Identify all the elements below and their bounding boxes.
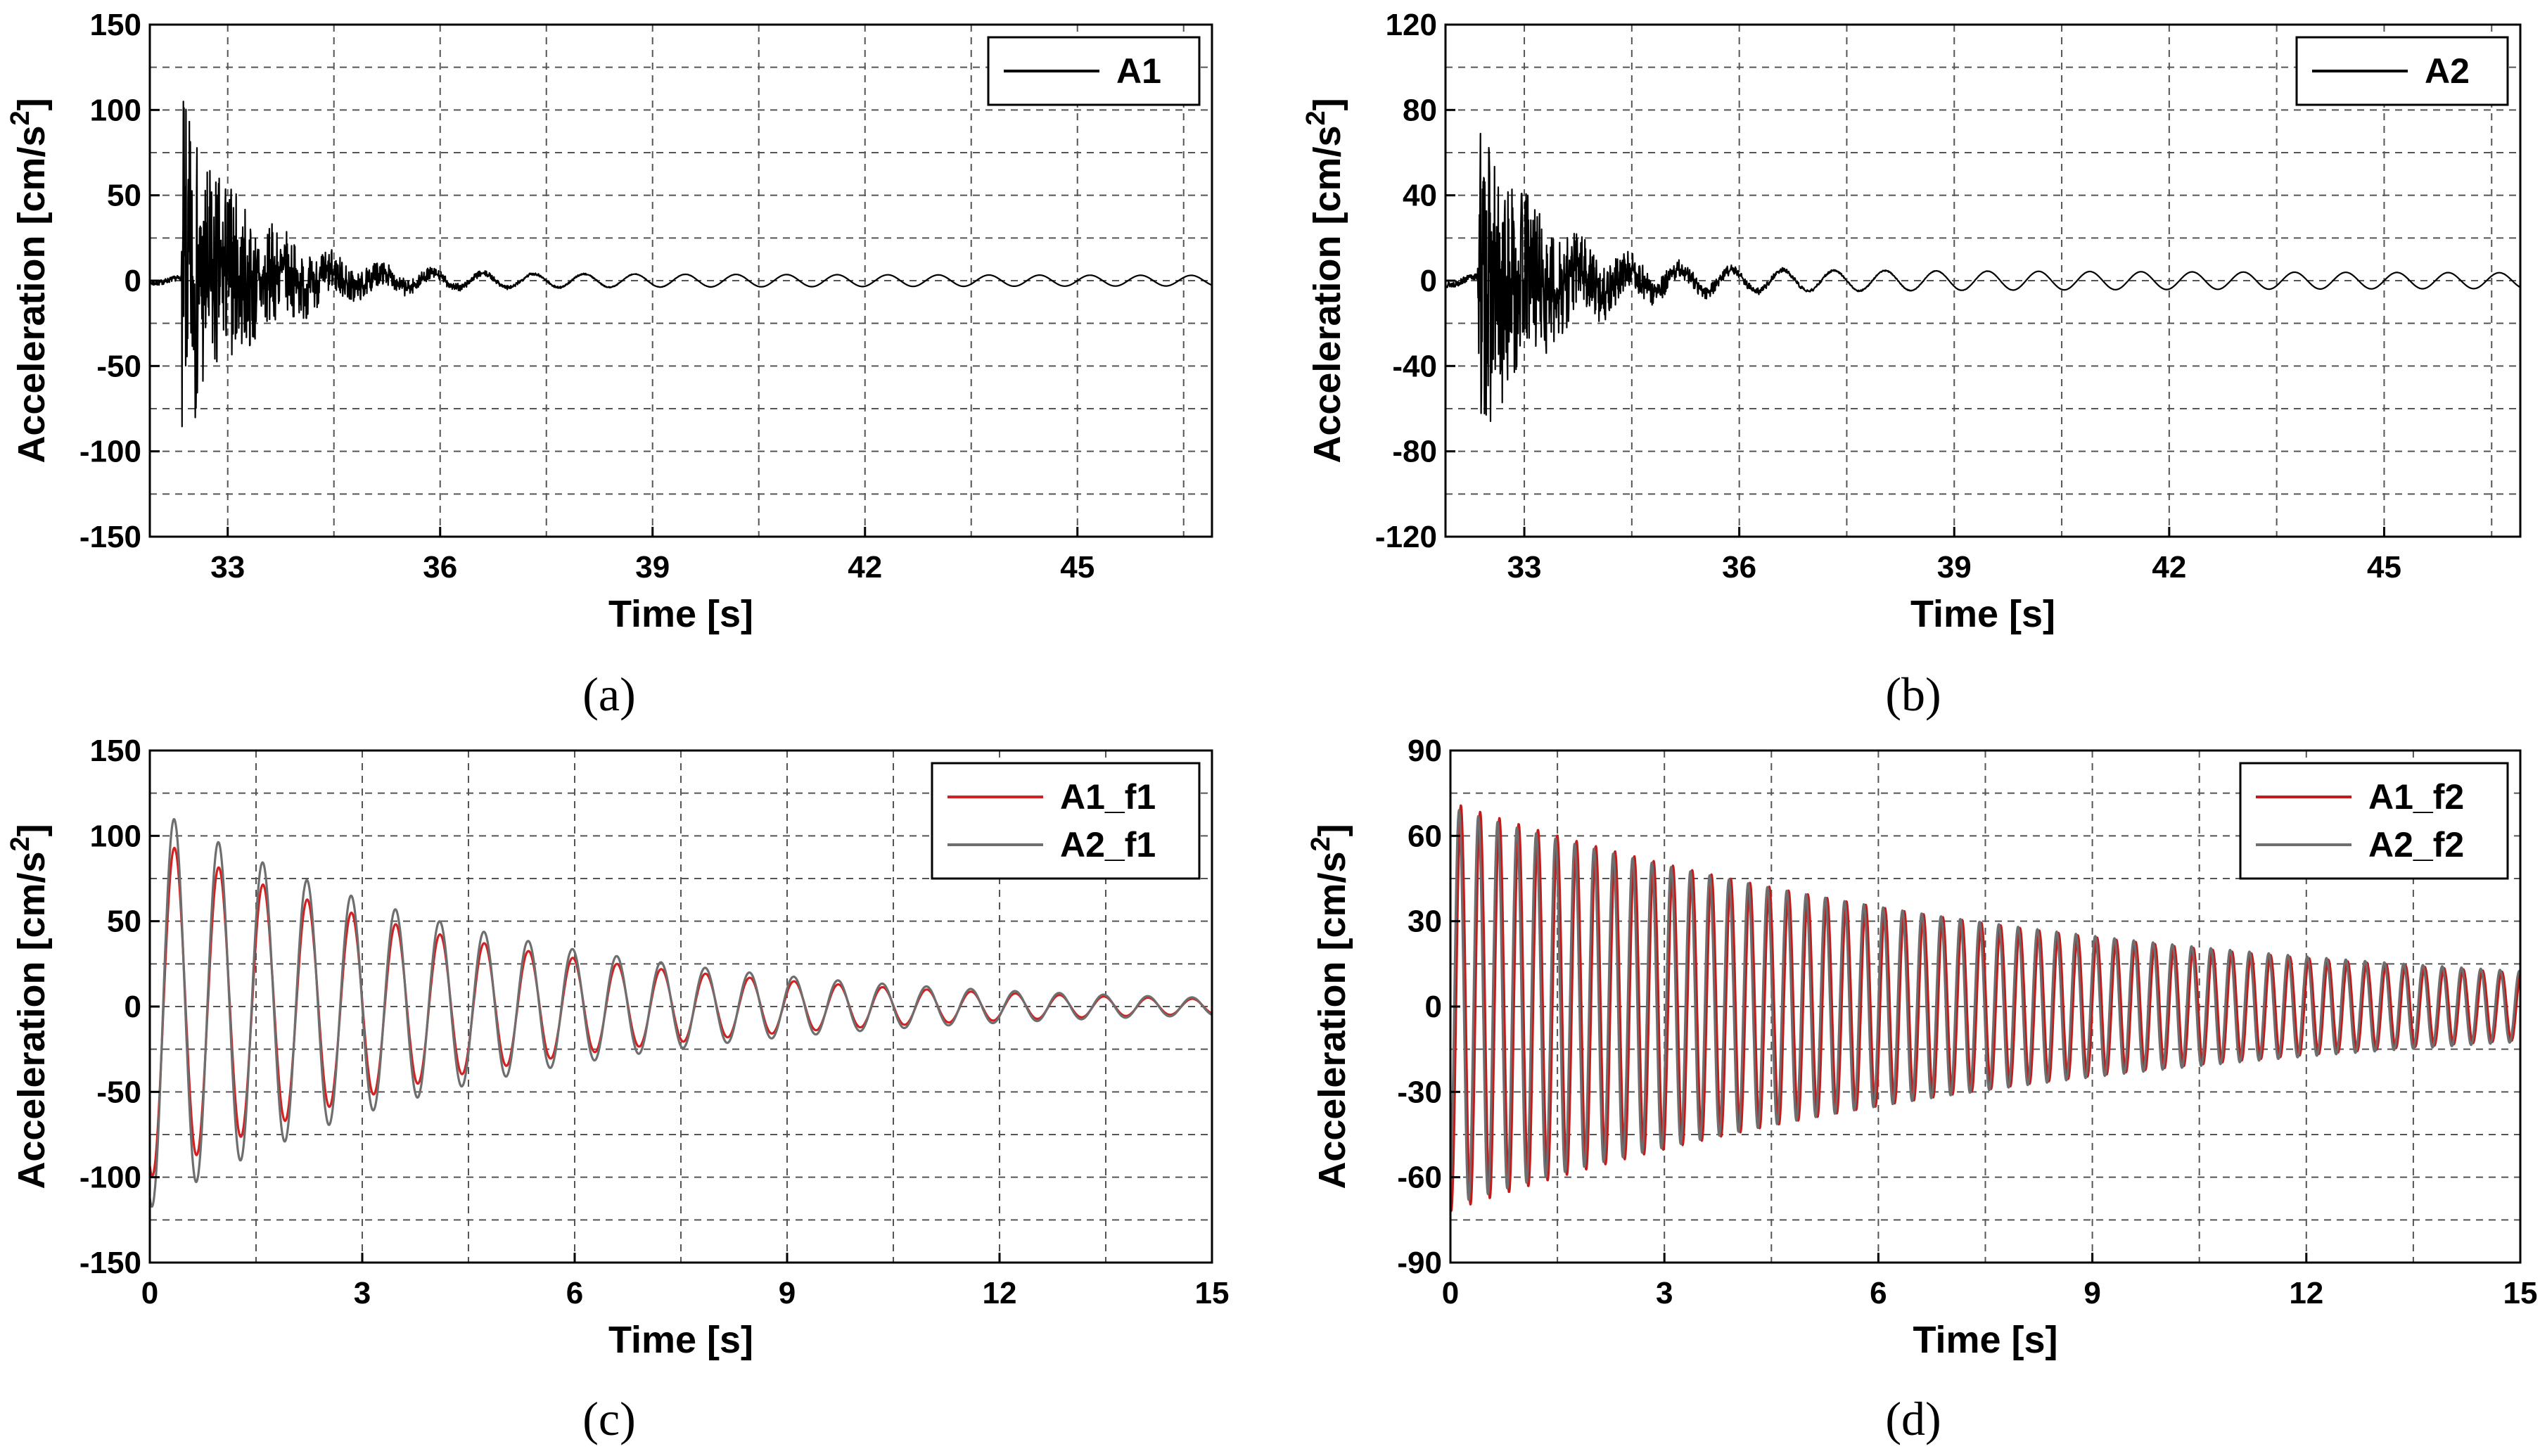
y-tick-label: -150 [79, 520, 141, 554]
y-tick-label: 90 [1408, 734, 1442, 768]
x-tick-label: 3 [354, 1276, 371, 1310]
y-tick-label: 120 [1386, 8, 1437, 42]
legend-entry-label: A1_f2 [2368, 777, 2464, 817]
legend-entry-label: A1 [1116, 51, 1161, 91]
y-tick-label: 0 [1420, 264, 1437, 298]
legend-entry-label: A2 [2425, 51, 2470, 91]
panel-caption: (b) [1885, 668, 1941, 721]
x-tick-label: 39 [635, 550, 670, 585]
legend-d: A1_f2 A2_f2 [2239, 762, 2509, 880]
chart-b: 33 36 39 42 45 -120 -80 -40 0 40 80 120 Time [s] Acce… [1301, 8, 2522, 721]
y-tick-label: 60 [1408, 819, 1442, 853]
series-line-a2-f1 [150, 818, 1212, 1208]
y-tick-label: 0 [125, 264, 141, 298]
y-tick-label: -100 [79, 435, 141, 469]
y-axis-label: Acceleration [cm/s2] [6, 824, 53, 1189]
y-axis-label: Acceleration [cm/s2] [1306, 824, 1353, 1189]
x-tick-label: 9 [779, 1276, 796, 1310]
series-line-a2-f2 [1450, 809, 2520, 1201]
y-tick-label: -120 [1375, 520, 1437, 554]
y-tick-label: 100 [90, 93, 141, 127]
x-tick-label: 42 [848, 550, 882, 585]
x-axis-label: Time [s] [1913, 1319, 2057, 1361]
x-axis-label: Time [s] [1910, 593, 2055, 635]
chart-a: 33 36 39 42 45 -150 -100 -50 0 50 100 150 Time [s] Ac… [6, 8, 1213, 721]
x-tick-label: 42 [2152, 550, 2186, 585]
series-line-a2 [1445, 132, 2520, 422]
x-tick-label: 36 [1722, 550, 1756, 585]
y-tick-label: -150 [79, 1246, 141, 1280]
x-tick-label: 45 [2367, 550, 2401, 585]
y-tick-label: -90 [1397, 1246, 1442, 1280]
y-axis-label: Acceleration [cm/s2] [1301, 98, 1348, 463]
x-tick-label: 12 [983, 1276, 1017, 1310]
x-tick-label: 39 [1937, 550, 1972, 585]
legend-a: A1 [987, 36, 1201, 106]
y-tick-label: -50 [96, 349, 141, 383]
x-tick-label: 9 [2083, 1276, 2100, 1310]
x-tick-label: 6 [1870, 1276, 1887, 1310]
legend-b: A2 [2295, 36, 2509, 106]
y-tick-label: 0 [1425, 990, 1442, 1024]
x-axis-label: Time [s] [608, 593, 753, 635]
series-line-a1-f1 [150, 846, 1212, 1177]
y-tick-label: 150 [90, 8, 141, 42]
x-tick-label: 36 [423, 550, 457, 585]
x-tick-label: 15 [2503, 1276, 2538, 1310]
legend-entry-label: A2_f1 [1060, 825, 1156, 864]
panel-caption: (d) [1885, 1392, 1941, 1445]
y-axis-label: Acceleration [cm/s2] [6, 98, 53, 463]
y-tick-label: -50 [96, 1075, 141, 1109]
y-tick-label: 40 [1403, 179, 1437, 213]
x-tick-label: 12 [2289, 1276, 2323, 1310]
x-tick-label: 0 [141, 1276, 158, 1310]
legend-entry-label: A1_f1 [1060, 777, 1156, 817]
chart-d: 0 3 6 9 12 15 -90 -60 -30 0 30 60 90 Time [s] Accelera… [1306, 734, 2537, 1445]
x-tick-label: 15 [1195, 1276, 1230, 1310]
y-tick-label: -80 [1392, 435, 1437, 469]
x-tick-label: 3 [1656, 1276, 1673, 1310]
x-tick-label: 33 [1507, 550, 1542, 585]
y-tick-label: -100 [79, 1161, 141, 1195]
y-tick-label: 100 [90, 819, 141, 853]
legend-box [931, 762, 1201, 880]
x-tick-label: 33 [210, 550, 245, 585]
legend-entry-label: A2_f2 [2368, 825, 2464, 864]
y-tick-label: 50 [107, 905, 141, 939]
legend-box [2239, 762, 2509, 880]
y-tick-label: 0 [125, 990, 141, 1024]
y-tick-label: -60 [1397, 1161, 1442, 1195]
panel-caption: (c) [582, 1392, 635, 1445]
series-line-a1 [150, 101, 1212, 428]
x-tick-label: 0 [1442, 1276, 1459, 1310]
x-tick-label: 45 [1060, 550, 1095, 585]
y-tick-label: -30 [1397, 1075, 1442, 1109]
y-tick-label: 30 [1408, 905, 1442, 939]
y-tick-label: 150 [90, 734, 141, 768]
x-tick-label: 6 [566, 1276, 583, 1310]
y-tick-label: 80 [1403, 93, 1437, 127]
y-tick-label: 50 [107, 179, 141, 213]
legend-c: A1_f1 A2_f1 [931, 762, 1201, 880]
series-line-a1-f2 [1450, 804, 2520, 1213]
x-axis-label: Time [s] [608, 1319, 753, 1361]
y-tick-label: -40 [1392, 349, 1437, 383]
panel-caption: (a) [582, 668, 635, 721]
chart-c: 0 3 6 9 12 15 -150 -100 -50 0 50 100 150 Time [s] Acce… [6, 734, 1229, 1445]
